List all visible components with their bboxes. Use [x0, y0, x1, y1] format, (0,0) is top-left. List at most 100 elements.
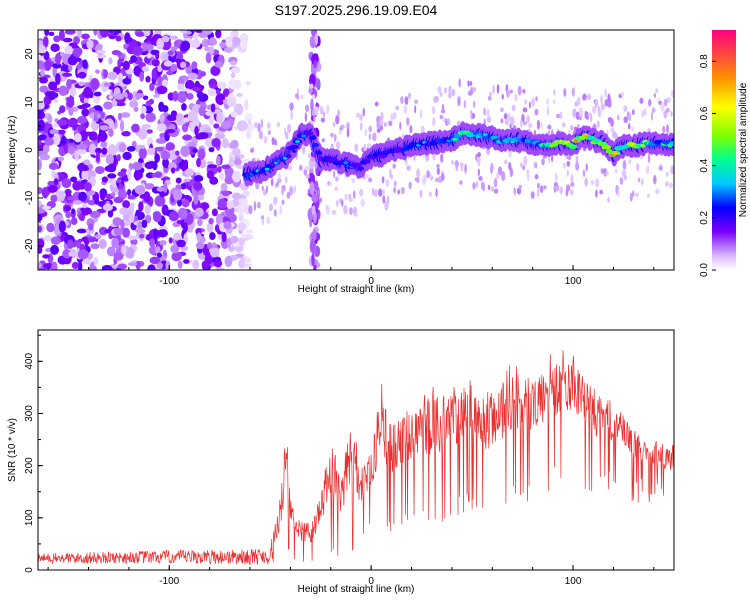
spectrogram-scatter-cell	[627, 112, 632, 122]
spectrogram-noise-cell	[119, 207, 129, 215]
spectrogram-noise-cell	[113, 51, 122, 56]
spectrogram-noise-cell	[217, 198, 227, 210]
spectrogram-noise-cell	[66, 97, 75, 108]
spectrogram-noise-cell	[139, 71, 145, 82]
colorbar-label: Normalized spectral amplitude	[738, 82, 749, 217]
spectrogram-scatter-cell	[641, 109, 645, 118]
spectrogram-noise-cell	[177, 83, 185, 91]
spectrogram-scatter-cell	[441, 103, 445, 111]
spectrogram-scatter-cell	[665, 107, 670, 113]
spectrogram-noise-cell	[62, 72, 73, 77]
spectrogram-noise-cell	[120, 219, 125, 231]
spectrogram-scatter-cell	[668, 182, 674, 189]
spectrogram-scatter-cell	[451, 88, 456, 97]
spectrogram-scatter-cell	[472, 182, 476, 190]
spectrogram-scatter-cell	[519, 162, 523, 168]
spectrogram-noise-cell	[194, 125, 199, 136]
spectrogram-noise-cell	[78, 81, 85, 87]
spectrogram-noise-cell	[91, 212, 101, 218]
spectrogram-scatter-cell	[511, 104, 516, 112]
spectrogram-noise-cell	[219, 41, 227, 48]
spectrogram-noise-cell	[183, 259, 190, 264]
spectrogram-noise-cell	[139, 233, 145, 239]
spectrogram-noise-cell	[129, 100, 139, 108]
spectrogram-noise-cell	[196, 232, 202, 243]
spectrogram-noise-cell	[131, 140, 137, 148]
spectrogram-scatter-cell	[297, 94, 300, 101]
spectrogram-noise-cell	[180, 30, 188, 34]
spectrogram-scatter-cell	[563, 87, 567, 97]
spectrogram-noise-cell	[215, 155, 221, 167]
spectrogram-scatter-cell	[477, 151, 481, 158]
spectrogram-noise-cell	[172, 189, 183, 201]
spectrogram-scatter-cell	[532, 192, 535, 198]
spectrogram-scatter-cell	[566, 155, 572, 161]
spectrogram-scatter-cell	[526, 171, 530, 181]
spectrogram-noise-cell	[221, 120, 232, 130]
spectrogram-noise-cell	[232, 199, 239, 207]
spectrogram-noise-cell	[99, 124, 110, 131]
spectrogram-noise-cell	[47, 180, 56, 186]
y-tick-label: 0	[24, 567, 35, 573]
spectrogram-noise-cell	[127, 37, 133, 42]
spectrogram-noise-cell	[60, 135, 67, 146]
spectrogram-stripe-cell	[309, 35, 316, 49]
spectrogram-noise-cell	[144, 204, 151, 215]
spectrogram-noise-cell	[208, 116, 214, 126]
spectrogram-noise-cell	[138, 201, 144, 212]
spectrogram-noise-cell	[221, 164, 231, 170]
spectrogram-noise-cell	[50, 244, 59, 255]
spectrogram-scatter-cell	[522, 107, 528, 113]
spectrogram-noise-cell	[210, 247, 220, 258]
y-tick-label: 20	[24, 48, 35, 60]
spectrogram-noise-cell	[102, 203, 114, 212]
y-tick-label: 100	[24, 509, 35, 526]
spectrogram-scatter-cell	[406, 117, 410, 126]
spectrogram-noise-cell	[76, 228, 87, 234]
spectrogram-scatter-cell	[408, 181, 412, 190]
spectrogram-scatter-cell	[358, 113, 363, 121]
spectrogram-noise-cell	[67, 118, 77, 126]
spectrogram-noise-cell	[231, 36, 241, 46]
spectrogram-scatter-cell	[304, 104, 310, 113]
spectrogram-scatter-cell	[277, 177, 282, 184]
spectrogram-scatter-cell	[469, 81, 473, 86]
spectrogram-noise-cell	[221, 137, 229, 149]
spectrogram-noise-cell	[118, 142, 126, 153]
spectrogram-noise-cell	[117, 112, 123, 121]
spectrogram-noise-cell	[59, 51, 65, 58]
spectrogram-scatter-cell	[359, 188, 364, 197]
spectrogram-scatter-cell	[344, 193, 348, 201]
spectrogram-noise-cell	[73, 36, 80, 45]
spectrogram-scatter-cell	[500, 107, 504, 113]
spectrogram-scatter-cell	[355, 112, 361, 118]
spectrogram-noise-cell	[141, 123, 151, 130]
spectrogram-noise-cell	[94, 198, 100, 205]
spectrogram-scatter-cell	[517, 85, 522, 96]
spectrogram-noise-cell	[195, 242, 205, 250]
spectrogram-noise-cell	[97, 131, 108, 142]
spectrogram-noise-cell	[170, 46, 178, 51]
spectrogram-scatter-cell	[253, 121, 258, 129]
spectrogram-scatter-cell	[380, 111, 384, 122]
spectrogram-noise-cell	[99, 30, 109, 38]
spectrogram-scatter-cell	[632, 190, 635, 197]
spectrogram-noise-cell	[245, 81, 251, 86]
spectrogram-scatter-cell	[335, 114, 340, 125]
spectrogram-noise-cell	[159, 113, 165, 123]
spectrogram-scatter-cell	[486, 116, 492, 123]
spectrogram-scatter-cell	[522, 89, 526, 94]
spectrogram-scatter-cell	[430, 172, 433, 179]
spectrogram-noise-cell	[148, 98, 155, 105]
spectrogram-noise-cell	[193, 175, 204, 183]
spectrogram-noise-cell	[152, 212, 162, 223]
spectrogram-ridge-core	[669, 141, 674, 146]
spectrogram-noise-cell	[167, 162, 177, 171]
spectrogram-scatter-cell	[284, 176, 288, 184]
snr-frame	[37, 329, 675, 571]
spectrogram-scatter-cell	[553, 89, 556, 96]
spectrogram-scatter-cell	[432, 117, 436, 127]
spectrogram-noise-cell	[154, 146, 164, 152]
spectrogram-scatter-cell	[528, 101, 532, 109]
spectrogram-noise-cell	[51, 261, 58, 270]
